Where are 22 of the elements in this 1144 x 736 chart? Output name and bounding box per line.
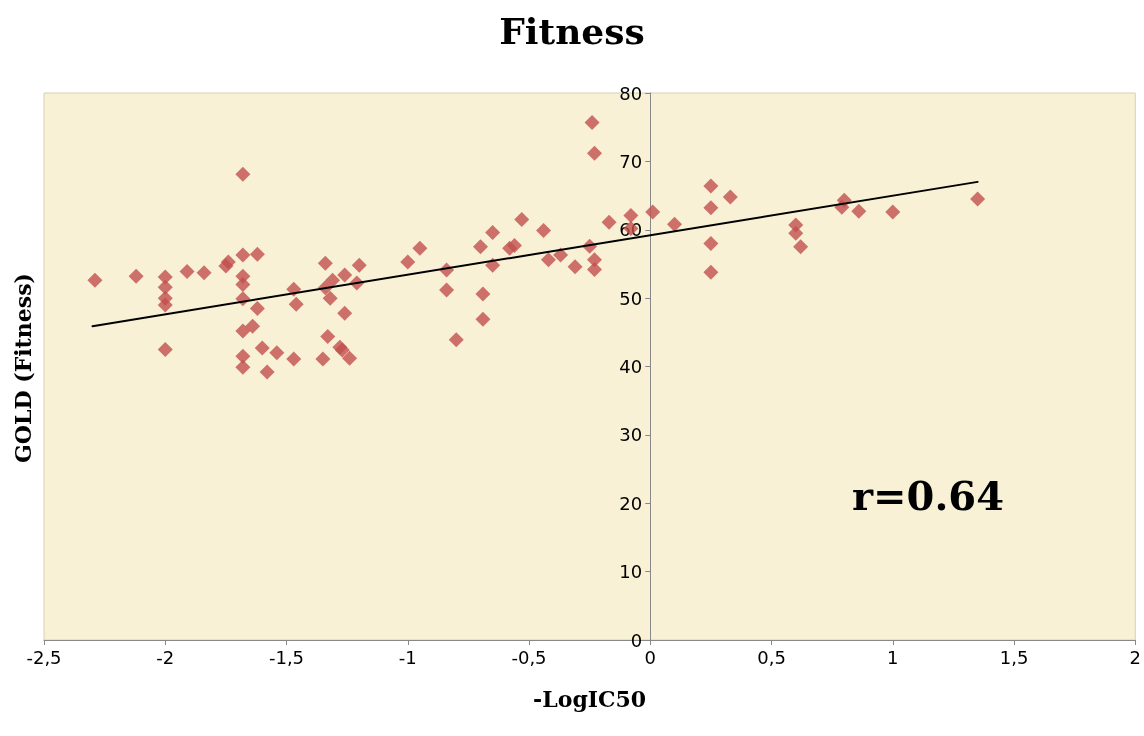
y-axis-title: GOLD (Fitness) bbox=[10, 273, 36, 463]
x-tick-label: 2 bbox=[1129, 646, 1141, 668]
y-tick-label: 50 bbox=[619, 287, 643, 309]
x-tick-label: -2,5 bbox=[26, 646, 62, 668]
y-tick-label: 60 bbox=[619, 219, 643, 241]
x-tick-label: 1 bbox=[887, 646, 899, 668]
y-tick-label: 70 bbox=[619, 150, 643, 172]
chart-title: Fitness bbox=[499, 10, 645, 52]
x-axis-title: -LogIC50 bbox=[533, 686, 647, 712]
x-tick-label: 0,5 bbox=[757, 646, 786, 668]
x-tick-label: -1,5 bbox=[268, 646, 305, 668]
y-tick-label: 30 bbox=[619, 424, 643, 446]
x-tick-label: -0,5 bbox=[511, 646, 547, 668]
x-tick-label: 1,5 bbox=[999, 646, 1029, 668]
y-tick-label: 40 bbox=[619, 356, 643, 377]
x-tick-label: -2 bbox=[156, 646, 175, 668]
y-tick-label: 10 bbox=[619, 561, 643, 583]
annotation: r=0.64 bbox=[851, 471, 1004, 519]
y-tick-label: 0 bbox=[630, 629, 643, 651]
y-tick-label: 20 bbox=[619, 492, 643, 514]
y-tick-label: 80 bbox=[619, 82, 643, 104]
x-tick-label: -1 bbox=[398, 646, 417, 668]
